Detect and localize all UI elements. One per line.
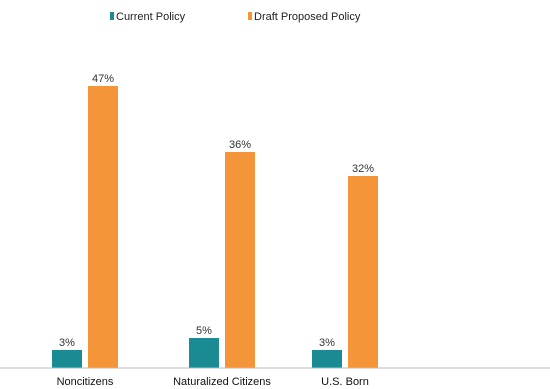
data-label-draft-2: 36% bbox=[229, 139, 251, 151]
bar-current-3 bbox=[312, 350, 342, 368]
data-label-current-3: 3% bbox=[319, 337, 335, 349]
legend-label-1: Current Policy bbox=[116, 11, 186, 23]
data-labels: 3% 47% 5% 36% 3% 32% bbox=[59, 73, 374, 349]
legend-swatch-2 bbox=[248, 12, 252, 20]
data-label-current-1: 3% bbox=[59, 337, 75, 349]
category-label-3: U.S. Born bbox=[321, 376, 369, 388]
data-label-draft-3: 32% bbox=[352, 163, 374, 175]
category-label-2: Naturalized Citizens bbox=[173, 376, 271, 388]
legend: Current Policy Draft Proposed Policy bbox=[110, 11, 361, 23]
category-label-1: Noncitizens bbox=[57, 376, 114, 388]
legend-swatch-1 bbox=[110, 12, 114, 20]
bar-current-2 bbox=[189, 338, 219, 368]
bar-draft-3 bbox=[348, 176, 378, 368]
bar-draft-1 bbox=[88, 86, 118, 368]
bar-draft-2 bbox=[225, 152, 255, 368]
bars bbox=[52, 86, 378, 368]
category-labels: Noncitizens Naturalized Citizens U.S. Born bbox=[57, 376, 369, 388]
bar-current-1 bbox=[52, 350, 82, 368]
legend-label-2: Draft Proposed Policy bbox=[254, 11, 361, 23]
data-label-current-2: 5% bbox=[196, 325, 212, 337]
data-label-draft-1: 47% bbox=[92, 73, 114, 85]
